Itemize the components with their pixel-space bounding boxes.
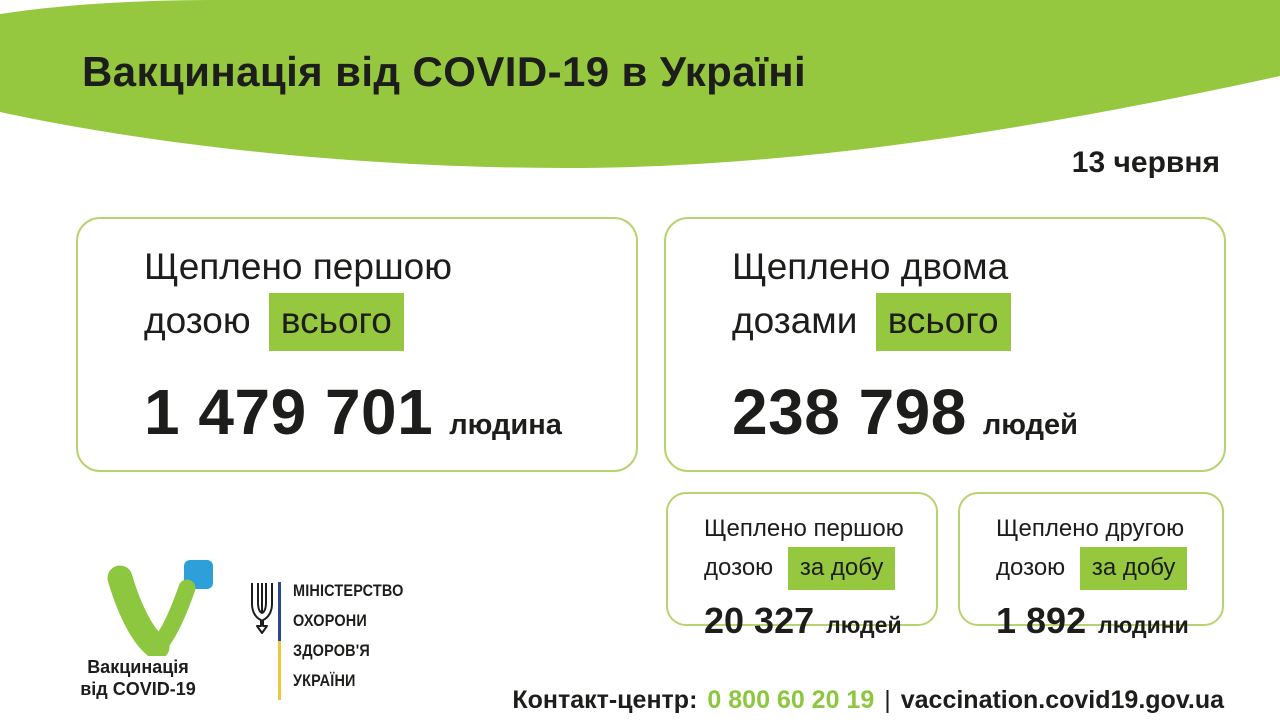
ministry-line-3: ЗДОРОВ'Я [293,641,370,660]
ministry-logo-text: МІНІСТЕРСТВО ОХОРОНИ ЗДОРОВ'Я УКРАЇНИ [293,576,404,696]
vaccination-logo-line2: від COVID-19 [80,679,196,699]
card-value: 238 798 людей [732,375,1224,449]
card-unit: людина [449,409,562,441]
card-value: 1 479 701 людина [144,375,636,449]
trident-icon [251,583,273,634]
card-label-line1: Щеплено першою [704,515,904,542]
card-first-dose-total: Щеплено першою дозою всього 1 479 701 лю… [76,217,638,472]
header-banner-shape [0,0,1280,168]
card-unit: людини [1098,612,1189,638]
card-label: Щеплено першою дозою всього [144,241,636,351]
card-value: 20 327 людей [704,600,936,642]
card-number: 1 479 701 [144,376,434,448]
card-number: 1 892 [996,600,1087,641]
page-title: Вакцинація від COVID-19 в Україні [82,48,807,95]
highlight-badge: всього [875,293,1011,351]
card-label-line1: Щеплено двома [732,246,1009,287]
card-second-dose-total: Щеплено двома дозами всього 238 798 люде… [664,217,1226,472]
contact-label: Контакт-центр: [512,686,698,714]
contact-website-link[interactable]: vaccination.covid19.gov.ua [900,686,1224,714]
date-label: 13 червня [1071,146,1220,179]
card-label-line2: дозою [996,554,1066,581]
highlight-badge: за добу [787,547,896,590]
card-second-dose-daily: Щеплено другою дозою за добу 1 892 людин… [958,492,1224,641]
card-label: Щеплено двома дозами всього [732,241,1224,351]
contact-phone-link[interactable]: 0 800 60 20 19 [707,686,875,714]
card-label-line2: дозами [732,300,858,341]
card-first-dose-daily: Щеплено першою дозою за добу 20 327 люде… [666,492,938,641]
card-label-line1: Щеплено другою [996,515,1185,542]
card-unit: людей [826,612,902,638]
ministry-line-4: УКРАЇНИ [293,671,356,690]
ministry-line-2: ОХОРОНИ [293,611,367,630]
card-label: Щеплено другою дозою за добу [996,510,1222,590]
card-label-line2: дозою [144,300,251,341]
highlight-badge: за добу [1079,547,1188,590]
contact-bar: Контакт-центр: 0 800 60 20 19 | vaccinat… [512,686,1224,715]
vaccination-logo-line1: Вакцинація [87,657,189,677]
card-number: 20 327 [704,600,815,641]
ukraine-flag-divider [278,582,281,700]
card-label-line2: дозою [704,554,774,581]
v-checkmark-icon [107,560,213,656]
card-label-line1: Щеплено першою [144,246,452,287]
card-value: 1 892 людини [996,600,1222,642]
contact-separator: | [884,686,891,714]
vaccination-logo: Вакцинація від COVID-19 [58,556,238,706]
ministry-logo: МІНІСТЕРСТВО ОХОРОНИ ЗДОРОВ'Я УКРАЇНИ [247,576,447,706]
vaccination-logo-text: Вакцинація від COVID-19 [58,656,218,700]
card-number: 238 798 [732,376,967,448]
highlight-badge: всього [268,293,404,351]
card-unit: людей [982,409,1079,441]
card-label: Щеплено першою дозою за добу [704,510,936,590]
ministry-line-1: МІНІСТЕРСТВО [293,581,404,600]
